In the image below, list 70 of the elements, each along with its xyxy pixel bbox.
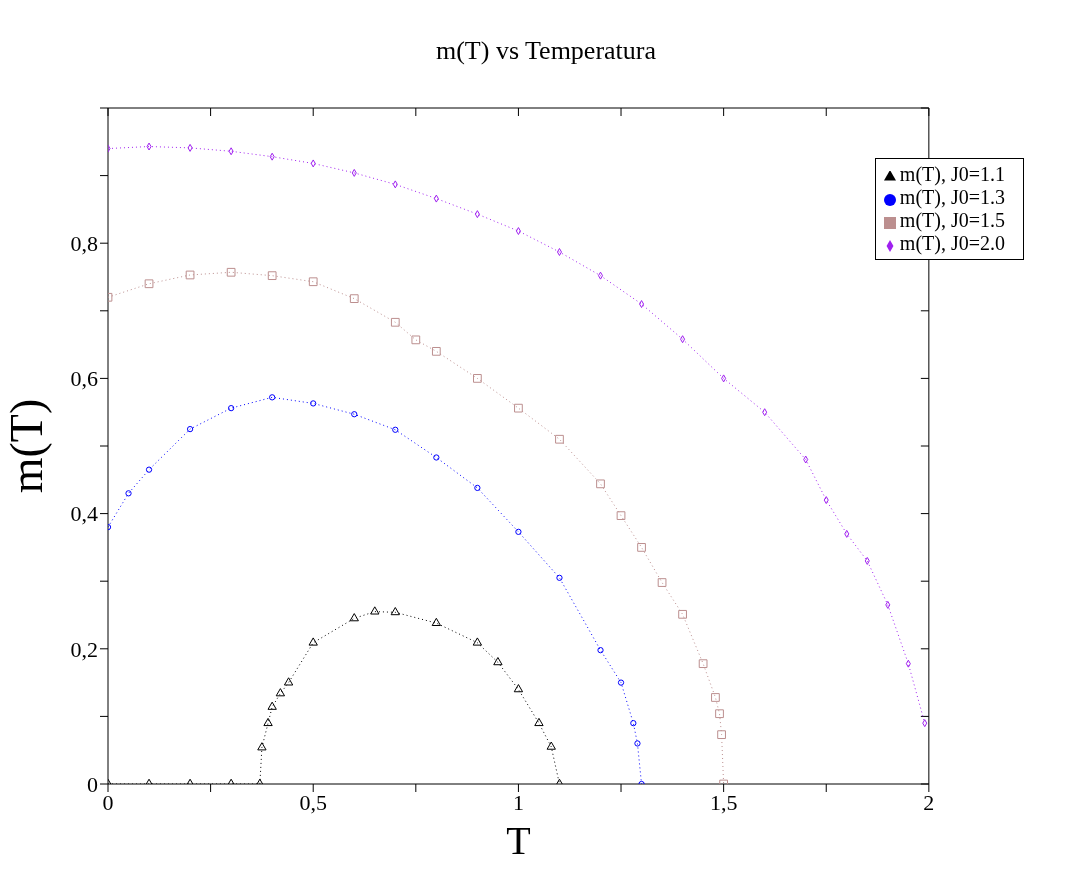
point: [473, 374, 482, 383]
y-tick-label: 0,2: [70, 636, 98, 662]
point: [267, 271, 277, 281]
point: [431, 617, 441, 627]
point: [433, 454, 440, 461]
point: [678, 609, 687, 619]
x-tick-label: 1: [512, 789, 524, 815]
point: [514, 403, 523, 413]
point: [617, 679, 625, 686]
x-tick-label: 2: [923, 789, 935, 815]
y-tick-label: 0,4: [70, 501, 98, 527]
point: [717, 730, 726, 740]
point: [711, 693, 720, 702]
y-tick-label: 0: [87, 771, 98, 797]
point: [474, 484, 481, 492]
point: [349, 613, 359, 622]
point: [310, 400, 317, 407]
point: [411, 335, 421, 345]
point: [257, 742, 267, 751]
point: [269, 394, 276, 401]
point: [715, 709, 724, 719]
point: [556, 574, 563, 581]
point: [515, 528, 522, 535]
point: [555, 434, 564, 444]
point: [546, 741, 556, 750]
legend-label: m(T), J0=1.1: [899, 163, 1005, 185]
legend-label: m(T), J0=1.3: [899, 186, 1005, 208]
point: [283, 677, 294, 686]
point: [349, 294, 359, 303]
point: [263, 717, 273, 727]
point: [370, 606, 380, 615]
chart-title: m(T) vs Temperatura: [434, 36, 658, 66]
point: [698, 659, 708, 669]
point: [637, 543, 646, 552]
point: [513, 684, 524, 693]
point: [186, 425, 194, 433]
legend-label: m(T), J0=1.5: [899, 209, 1005, 231]
point: [308, 637, 318, 646]
point: [556, 248, 562, 256]
point: [392, 426, 399, 433]
point: [616, 511, 626, 520]
point: [226, 267, 236, 277]
point: [351, 411, 358, 418]
point: [185, 270, 195, 280]
y-axis-title: m(T): [1, 398, 53, 494]
point: [390, 606, 400, 616]
point: [472, 637, 483, 646]
x-tick-label: 0,5: [299, 789, 327, 815]
point: [125, 490, 132, 497]
point: [596, 479, 605, 489]
point: [267, 701, 277, 710]
x-axis-title: T: [506, 818, 531, 863]
point: [275, 688, 286, 697]
point: [630, 720, 637, 727]
point: [144, 279, 154, 289]
point: [597, 647, 604, 654]
legend-label: m(T), J0=2.0: [899, 232, 1005, 254]
point: [145, 466, 153, 473]
y-tick-label: 0,8: [70, 231, 98, 257]
x-tick-label: 1,5: [709, 789, 738, 815]
point: [308, 277, 318, 287]
x-tick-label: 0: [102, 789, 114, 815]
point: [493, 657, 503, 666]
point: [431, 346, 441, 356]
point: [634, 740, 641, 747]
point: [390, 317, 400, 327]
point: [227, 405, 235, 412]
point: [657, 578, 667, 587]
y-tick-label: 0,6: [70, 366, 98, 392]
point: [534, 717, 544, 727]
